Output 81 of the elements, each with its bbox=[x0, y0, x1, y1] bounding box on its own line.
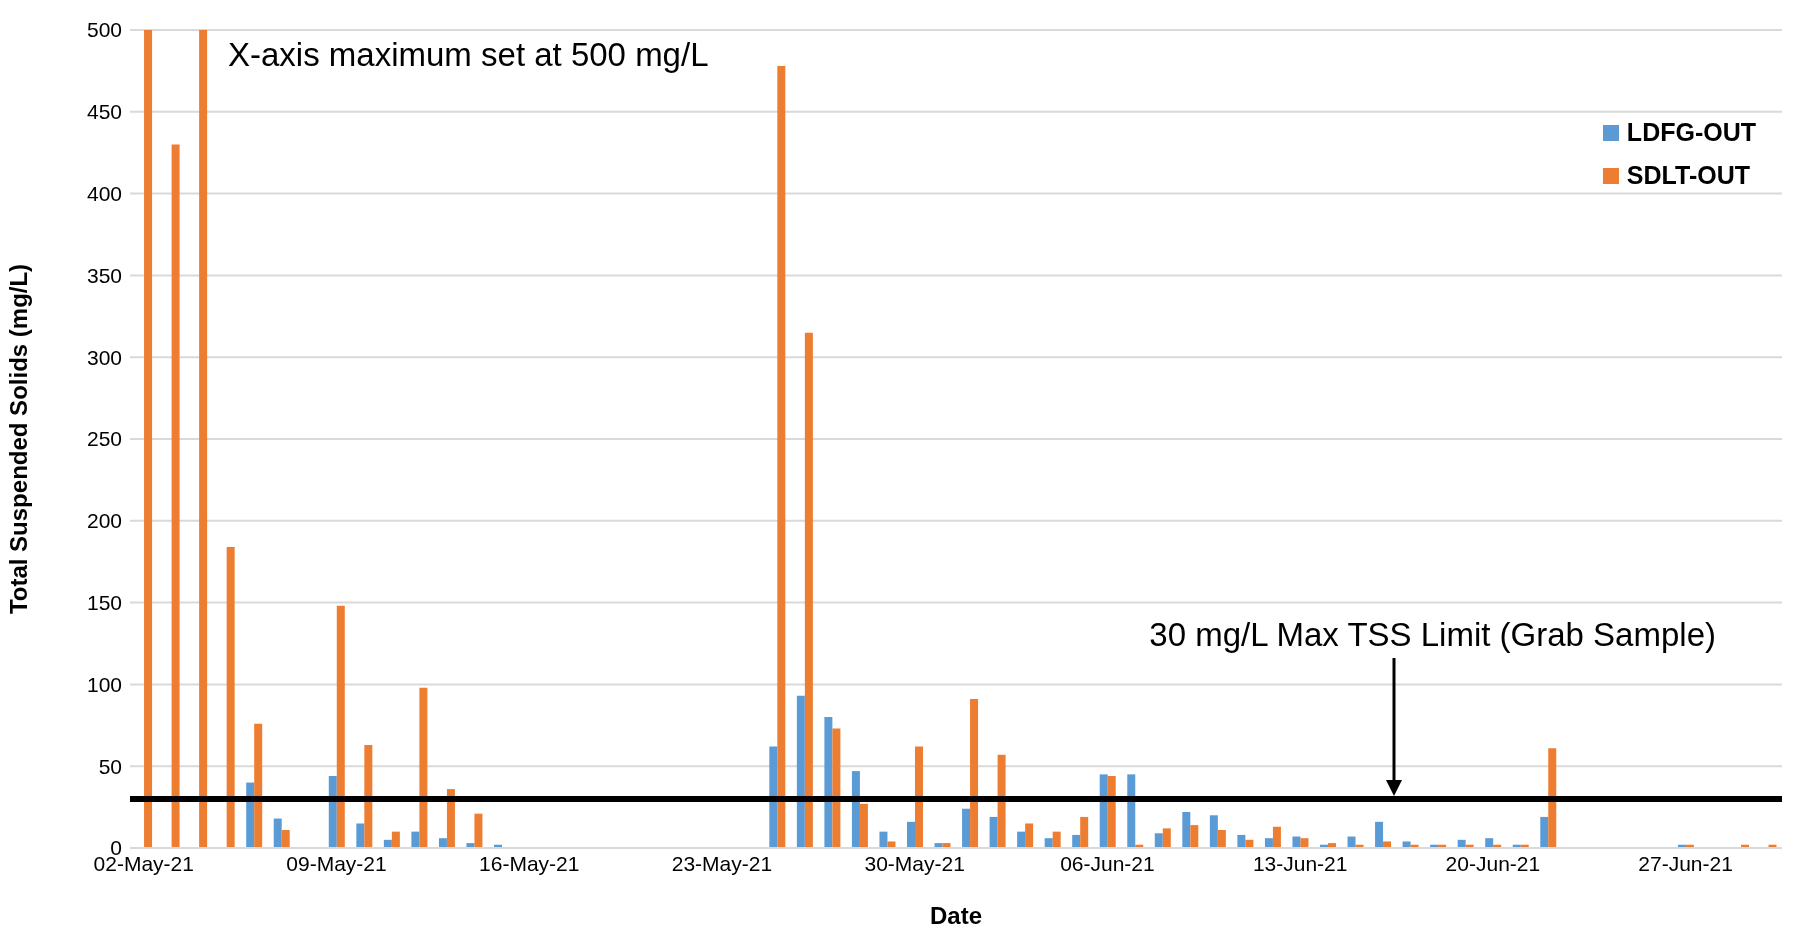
bar bbox=[1548, 748, 1557, 848]
x-tick-label: 20-Jun-21 bbox=[1445, 851, 1541, 875]
bar bbox=[1540, 816, 1549, 848]
bar bbox=[796, 695, 805, 848]
bar bbox=[273, 818, 282, 848]
bar bbox=[1383, 841, 1392, 848]
bar bbox=[914, 746, 923, 848]
bar bbox=[391, 831, 400, 848]
bar bbox=[804, 332, 813, 848]
bar bbox=[970, 699, 979, 848]
bar bbox=[1072, 834, 1081, 848]
bar bbox=[1162, 828, 1171, 848]
legend-label: LDFG-OUT bbox=[1626, 118, 1756, 147]
bar bbox=[171, 144, 180, 848]
bar bbox=[438, 838, 447, 848]
bar bbox=[336, 605, 345, 848]
y-tick-label: 50 bbox=[98, 754, 122, 778]
bar bbox=[1107, 776, 1116, 848]
x-tick-label: 30-May-21 bbox=[864, 851, 965, 875]
bar bbox=[997, 754, 1006, 848]
y-axis-title: Total Suspended Solids (mg/L) bbox=[4, 263, 32, 615]
bar bbox=[1044, 838, 1053, 848]
bar bbox=[199, 30, 208, 848]
y-tick-label: 150 bbox=[86, 591, 122, 615]
y-tick-label: 250 bbox=[86, 427, 122, 451]
bar bbox=[1182, 812, 1191, 848]
bar bbox=[1025, 823, 1034, 848]
bar bbox=[859, 803, 868, 848]
x-tick-label: 09-May-21 bbox=[286, 851, 387, 875]
annotation: 30 mg/L Max TSS Limit (Grab Sample) bbox=[1149, 616, 1716, 654]
bar bbox=[769, 746, 778, 848]
bar bbox=[906, 821, 915, 848]
bar bbox=[962, 808, 971, 848]
bar bbox=[1080, 816, 1089, 848]
x-tick-label: 13-Jun-21 bbox=[1252, 851, 1348, 875]
legend-label: SDLT-OUT bbox=[1626, 161, 1750, 190]
bar bbox=[1217, 830, 1226, 848]
bar bbox=[832, 728, 841, 848]
bar bbox=[879, 831, 888, 848]
bar bbox=[1485, 838, 1494, 848]
bar bbox=[1127, 774, 1136, 848]
bar bbox=[1154, 833, 1163, 848]
bar bbox=[777, 65, 786, 848]
y-tick-label: 500 bbox=[86, 18, 122, 42]
bar bbox=[851, 771, 860, 848]
annotation: X-axis maximum set at 500 mg/L bbox=[228, 36, 709, 74]
bar bbox=[474, 813, 483, 848]
bar bbox=[1052, 831, 1061, 848]
x-tick-label: 16-May-21 bbox=[479, 851, 580, 875]
bar bbox=[1375, 821, 1384, 848]
y-tick-label: 400 bbox=[86, 182, 122, 206]
bar bbox=[989, 816, 998, 848]
y-tick-label: 200 bbox=[86, 509, 122, 533]
bar bbox=[364, 744, 373, 848]
bar bbox=[1190, 825, 1199, 848]
y-tick-label: 100 bbox=[86, 672, 122, 696]
bar bbox=[254, 723, 263, 848]
y-tick-label: 450 bbox=[86, 100, 122, 124]
bar bbox=[1264, 838, 1273, 848]
bar bbox=[411, 831, 420, 848]
bar bbox=[1237, 834, 1246, 848]
bar bbox=[887, 841, 896, 848]
bar bbox=[1209, 815, 1218, 848]
bar bbox=[419, 687, 428, 848]
bar bbox=[281, 830, 290, 848]
bar bbox=[1272, 826, 1281, 848]
y-tick-label: 300 bbox=[86, 345, 122, 369]
bar bbox=[144, 30, 153, 848]
x-axis-title: Date bbox=[929, 902, 983, 929]
x-tick-label: 27-Jun-21 bbox=[1638, 851, 1733, 875]
bar bbox=[824, 717, 833, 848]
bar bbox=[356, 823, 365, 848]
bar bbox=[328, 776, 337, 848]
bar bbox=[1099, 774, 1108, 848]
bar bbox=[1402, 841, 1411, 848]
x-tick-label: 23-May-21 bbox=[671, 851, 773, 875]
y-tick-label: 350 bbox=[86, 263, 122, 287]
bar bbox=[1300, 838, 1309, 848]
bar bbox=[1017, 831, 1026, 848]
x-tick-label: 06-Jun-21 bbox=[1060, 851, 1155, 875]
bar bbox=[226, 546, 235, 848]
